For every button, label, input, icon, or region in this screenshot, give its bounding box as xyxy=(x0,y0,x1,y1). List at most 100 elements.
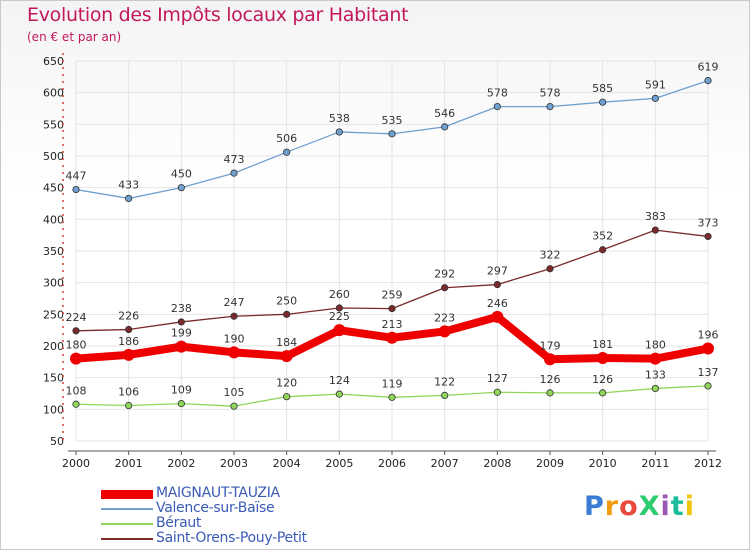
data-label-b-raut: 127 xyxy=(487,372,508,385)
data-point-valence-sur-ba-se xyxy=(546,103,554,111)
data-point-valence-sur-ba-se xyxy=(651,94,659,102)
y-tick-label: 400 xyxy=(43,213,64,226)
data-label-valence-sur-ba-se: 433 xyxy=(118,178,139,191)
x-tick-label: 2007 xyxy=(431,457,459,470)
data-label-maignaut-tauzia: 186 xyxy=(118,335,139,348)
data-point-b-raut xyxy=(283,393,291,401)
logo-letter: r xyxy=(604,491,620,522)
data-label-maignaut-tauzia: 196 xyxy=(698,329,719,342)
data-label-valence-sur-ba-se: 591 xyxy=(645,78,666,91)
data-label-saint-orens-pouy-petit: 259 xyxy=(382,289,403,302)
data-label-maignaut-tauzia: 181 xyxy=(592,338,613,351)
data-point-valence-sur-ba-se xyxy=(230,169,238,177)
data-point-b-raut xyxy=(546,389,554,397)
data-label-valence-sur-ba-se: 450 xyxy=(171,168,192,181)
data-label-b-raut: 137 xyxy=(698,366,719,379)
data-point-saint-orens-pouy-petit xyxy=(546,265,554,273)
logo-letter: o xyxy=(619,491,639,522)
x-tick-label: 2011 xyxy=(641,457,669,470)
data-label-valence-sur-ba-se: 538 xyxy=(329,112,350,125)
data-point-valence-sur-ba-se xyxy=(493,103,501,111)
legend-swatch xyxy=(101,508,153,510)
legend-swatch xyxy=(101,490,153,499)
data-point-maignaut-tauzia xyxy=(544,353,556,366)
logo-letter: P xyxy=(584,491,605,522)
data-point-saint-orens-pouy-petit xyxy=(283,310,291,318)
data-point-b-raut xyxy=(493,388,501,396)
chart-title: Evolution des Impôts locaux par Habitant xyxy=(27,4,409,26)
data-point-saint-orens-pouy-petit xyxy=(177,318,185,326)
data-point-b-raut xyxy=(177,400,185,408)
x-tick-label: 2009 xyxy=(536,457,564,470)
data-label-maignaut-tauzia: 184 xyxy=(276,336,297,349)
series-lines xyxy=(70,77,714,410)
data-point-b-raut xyxy=(72,400,80,408)
data-label-saint-orens-pouy-petit: 224 xyxy=(66,311,87,324)
data-label-saint-orens-pouy-petit: 250 xyxy=(276,294,297,307)
data-label-maignaut-tauzia: 179 xyxy=(540,339,561,352)
x-tick-label: 2000 xyxy=(62,457,90,470)
data-point-saint-orens-pouy-petit xyxy=(388,305,396,313)
data-label-b-raut: 108 xyxy=(66,384,87,397)
data-point-valence-sur-ba-se xyxy=(704,77,712,85)
data-point-saint-orens-pouy-petit xyxy=(704,232,712,241)
data-label-maignaut-tauzia: 246 xyxy=(487,297,508,310)
data-label-saint-orens-pouy-petit: 297 xyxy=(487,265,508,278)
axes: 50 100 150 200 250 300 350 400 450 500 550 600 650 20… xyxy=(43,53,722,470)
data-label-maignaut-tauzia: 190 xyxy=(224,332,245,345)
y-tick-label: 350 xyxy=(43,245,64,258)
data-point-saint-orens-pouy-petit xyxy=(651,226,659,234)
data-point-maignaut-tauzia xyxy=(175,340,188,353)
data-point-valence-sur-ba-se xyxy=(599,98,607,106)
data-point-maignaut-tauzia xyxy=(386,331,398,344)
data-label-saint-orens-pouy-petit: 238 xyxy=(171,302,192,315)
x-tick-label: 2010 xyxy=(589,457,617,470)
data-label-valence-sur-ba-se: 585 xyxy=(592,82,613,95)
data-point-b-raut xyxy=(230,402,238,410)
y-tick-label: 550 xyxy=(43,118,64,131)
legend-label: MAIGNAUT-TAUZIA xyxy=(156,485,280,501)
x-tick-label: 2002 xyxy=(167,457,195,470)
y-tick-label: 300 xyxy=(43,277,64,290)
data-point-valence-sur-ba-se xyxy=(388,130,396,138)
data-point-saint-orens-pouy-petit xyxy=(72,327,80,335)
data-point-maignaut-tauzia xyxy=(702,342,714,355)
data-label-b-raut: 109 xyxy=(171,384,192,397)
x-tick-label: 2001 xyxy=(115,457,143,470)
logo-letter: i xyxy=(684,491,695,522)
data-point-saint-orens-pouy-petit xyxy=(493,280,501,289)
data-label-saint-orens-pouy-petit: 322 xyxy=(540,249,561,262)
y-tick-label: 650 xyxy=(43,55,64,68)
data-label-valence-sur-ba-se: 578 xyxy=(487,87,508,100)
data-label-saint-orens-pouy-petit: 352 xyxy=(592,230,613,243)
y-tick-label: 250 xyxy=(43,308,64,321)
data-label-valence-sur-ba-se: 535 xyxy=(382,114,403,127)
y-tick-label: 50 xyxy=(50,435,64,448)
legend-label: Valence-sur-Baïse xyxy=(156,500,275,516)
data-point-maignaut-tauzia xyxy=(70,352,82,365)
data-label-b-raut: 105 xyxy=(224,386,245,399)
data-label-valence-sur-ba-se: 473 xyxy=(224,153,245,166)
data-label-maignaut-tauzia: 180 xyxy=(645,339,666,352)
data-label-maignaut-tauzia: 199 xyxy=(171,327,192,340)
x-tick-label: 2006 xyxy=(378,457,406,470)
data-label-saint-orens-pouy-petit: 260 xyxy=(329,288,350,301)
data-point-valence-sur-ba-se xyxy=(72,185,80,194)
data-label-valence-sur-ba-se: 506 xyxy=(276,132,297,145)
data-label-b-raut: 119 xyxy=(382,377,403,390)
data-label-valence-sur-ba-se: 447 xyxy=(66,170,87,183)
data-label-b-raut: 126 xyxy=(592,373,613,386)
data-point-maignaut-tauzia xyxy=(333,324,346,337)
data-label-saint-orens-pouy-petit: 226 xyxy=(118,310,139,323)
data-point-b-raut xyxy=(125,401,133,410)
logo-letter: i xyxy=(660,491,671,522)
y-tick-label: 500 xyxy=(43,150,64,163)
y-tick-label: 600 xyxy=(43,87,64,100)
data-point-valence-sur-ba-se xyxy=(283,148,291,156)
logo-letter: t xyxy=(670,491,685,522)
data-label-b-raut: 126 xyxy=(540,373,561,386)
data-label-b-raut: 133 xyxy=(645,368,666,381)
data-point-maignaut-tauzia xyxy=(280,350,293,363)
data-label-maignaut-tauzia: 225 xyxy=(329,310,350,323)
